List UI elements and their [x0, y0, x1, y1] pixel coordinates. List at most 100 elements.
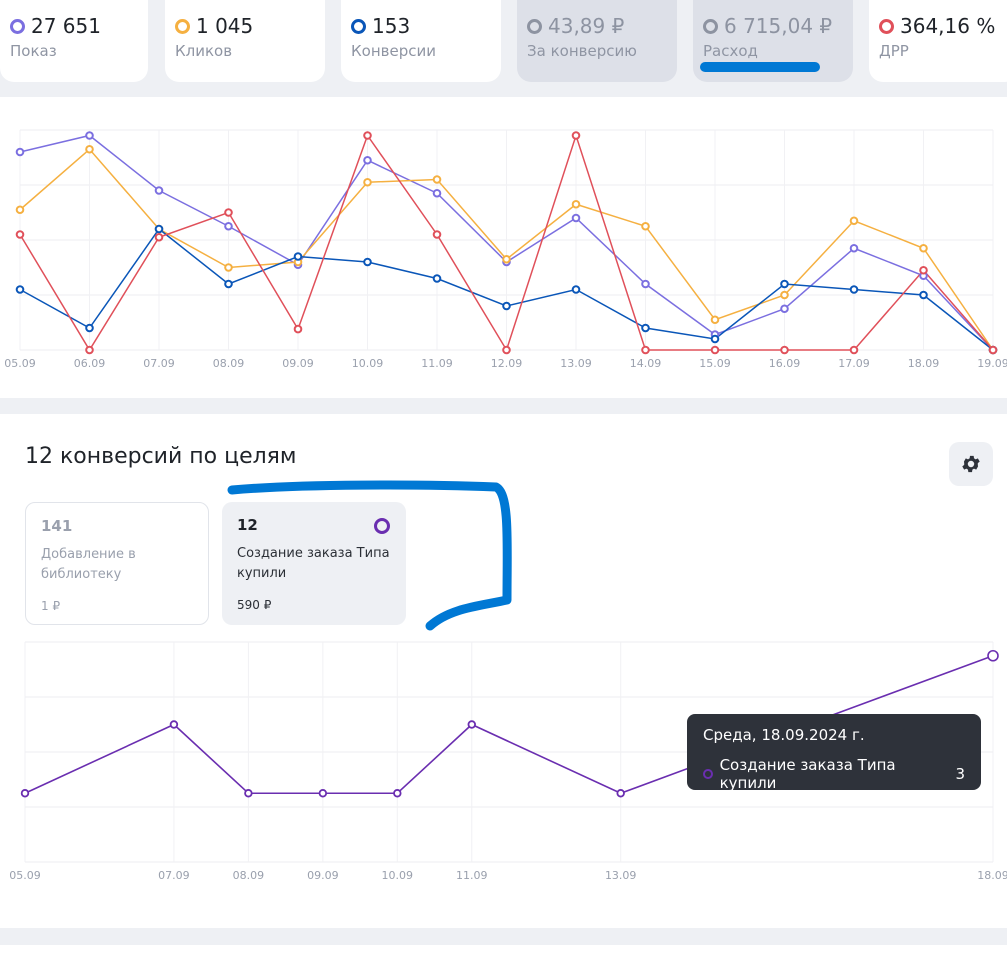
series-point	[224, 208, 233, 217]
series-point	[710, 315, 720, 325]
metric-label: ДРР	[879, 42, 909, 60]
series-point	[224, 221, 233, 231]
x-tick-label: 10.09	[382, 869, 414, 882]
series-point	[432, 188, 442, 198]
series-point	[154, 186, 164, 195]
conversions-ring-icon	[351, 18, 366, 34]
tooltip-date: Среда, 18.09.2024 г.	[703, 726, 865, 744]
series-point	[363, 257, 372, 267]
x-tick-label: 11.09	[456, 869, 488, 882]
series-dot-icon	[703, 769, 713, 779]
metric-value: 153	[372, 14, 411, 38]
series-point	[571, 285, 581, 294]
metric-value: 6 715,04 ₽	[724, 14, 833, 38]
clicks-ring-icon	[175, 18, 190, 34]
metric-value: 364,16 %	[900, 14, 996, 38]
series-point	[432, 230, 442, 239]
series-point	[919, 265, 928, 275]
series-point	[919, 243, 928, 253]
metric-drr[interactable]: 364,16 % ДРР	[869, 0, 1007, 82]
metric-value: 27 651	[31, 14, 101, 38]
series-point	[85, 144, 94, 154]
x-tick-label: 08.09	[233, 869, 265, 882]
series-point	[224, 279, 233, 289]
goal-price: 1 ₽	[41, 599, 61, 613]
next-panel-edge	[0, 945, 1007, 967]
x-tick-label: 15.09	[699, 357, 731, 370]
series-point	[20, 789, 30, 798]
series-point	[571, 199, 581, 209]
tooltip-value: 3	[955, 765, 965, 783]
series-point	[641, 345, 650, 355]
settings-button[interactable]	[949, 442, 993, 486]
x-tick-label: 17.09	[838, 357, 870, 370]
series-point	[432, 274, 442, 283]
goal-line-chart: 05.09 07.09 08.09 09.09 10.09 11.09 13.09 18.09	[9, 480, 1007, 882]
x-tick-label: 10.09	[352, 357, 384, 370]
x-tick-label: 13.09	[605, 869, 637, 882]
series-point	[15, 147, 25, 157]
highlighted-point	[987, 649, 999, 662]
cpa-ring-icon	[527, 18, 542, 34]
series-point	[154, 232, 164, 242]
series-point	[502, 254, 511, 264]
x-tick-label: 09.09	[307, 869, 339, 882]
tooltip-series-name: Создание заказа Типа купили	[719, 756, 896, 792]
series-point	[293, 252, 303, 261]
series-point	[616, 789, 625, 798]
series-point	[15, 205, 25, 215]
x-tick-label: 11.09	[421, 357, 453, 370]
x-tick-label: 08.09	[213, 357, 245, 370]
metric-impressions[interactable]: 27 651 Показ	[0, 0, 148, 82]
x-tick-label: 19.09	[977, 357, 1007, 370]
series-point	[224, 263, 233, 272]
metric-label: Показ	[10, 42, 57, 60]
x-tick-label: 12.09	[491, 357, 523, 370]
series-point	[169, 720, 179, 729]
metric-label: Расход	[703, 42, 758, 60]
metrics-chart-panel: 05.09 06.09 07.09 08.09 09.09 10.09 11.09 12.09…	[0, 97, 1007, 398]
x-tick-label: 06.09	[74, 357, 106, 370]
series-point	[849, 216, 859, 226]
goal-name: Добавление в библиотеку	[41, 547, 136, 582]
series-point	[154, 224, 164, 234]
spend-ring-icon	[703, 18, 718, 34]
series-point	[780, 304, 789, 314]
series-point	[85, 345, 94, 355]
series-point	[780, 345, 789, 355]
series-point	[502, 345, 511, 355]
x-tick-label: 07.09	[143, 357, 175, 370]
series-point	[85, 131, 94, 140]
metric-value: 1 045	[196, 14, 254, 38]
series-point	[919, 290, 928, 300]
series-point	[15, 230, 25, 239]
annotation-underline	[700, 62, 820, 72]
metric-label: За конверсию	[527, 42, 637, 60]
impressions-ring-icon	[10, 18, 25, 34]
goal-count: 12	[237, 516, 258, 534]
goal-card-library[interactable]: 141 Добавление в библиотеку 1 ₽	[25, 502, 209, 625]
series-point	[710, 345, 720, 355]
series-point	[988, 345, 998, 355]
goals-title: 12 конверсий по целям	[25, 444, 297, 469]
metric-label: Конверсии	[351, 42, 436, 60]
series-point	[363, 177, 372, 187]
series-point	[641, 323, 650, 333]
series-point	[293, 324, 303, 334]
goal-card-order[interactable]: 12 Создание заказа Типа купили 590 ₽	[222, 502, 406, 625]
metric-label: Кликов	[175, 42, 233, 60]
metric-conversions[interactable]: 153 Конверсии	[341, 0, 501, 82]
gear-icon	[962, 455, 980, 473]
x-tick-label: 18.09	[908, 357, 940, 370]
series-point	[780, 290, 789, 300]
goal-price: 590 ₽	[237, 598, 272, 612]
x-tick-label: 09.09	[282, 357, 314, 370]
x-tick-label: 05.09	[9, 869, 41, 882]
metric-cost-per-conversion[interactable]: 43,89 ₽ За конверсию	[517, 0, 677, 82]
series-point	[15, 285, 25, 294]
series-point	[363, 131, 372, 140]
series-point	[85, 323, 94, 333]
metric-value: 43,89 ₽	[548, 14, 625, 38]
x-tick-label: 13.09	[560, 357, 592, 370]
metric-clicks[interactable]: 1 045 Кликов	[165, 0, 325, 82]
